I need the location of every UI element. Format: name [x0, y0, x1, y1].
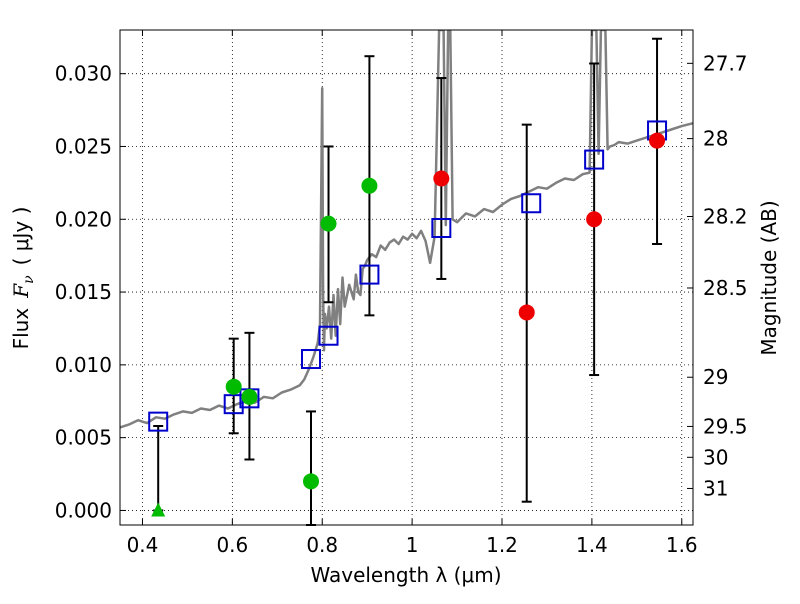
x-tick-label: 0.4	[127, 533, 159, 557]
observed-flux-point	[320, 215, 337, 232]
observed-flux-point	[518, 304, 535, 321]
x-tick-label: 0.8	[306, 533, 338, 557]
y-tick-label: 0.020	[55, 207, 112, 231]
magnitude-tick-label: 28	[703, 127, 728, 151]
observed-flux-point	[361, 177, 378, 194]
x-tick-label: 0.6	[216, 533, 248, 557]
model-spectrum	[120, 30, 693, 429]
magnitude-tick-label: 31	[703, 476, 728, 500]
right-axis-label: Magnitude (AB)	[757, 200, 781, 355]
observed-flux-point	[586, 211, 603, 228]
left-axis-label-prefix: Flux	[9, 308, 33, 350]
model-spectrum-line	[120, 30, 693, 429]
model-photometry-square	[431, 218, 452, 238]
magnitude-tick-label: 29.5	[703, 414, 748, 438]
model-photometry-square	[521, 193, 542, 214]
magnitude-tick-label: 30	[703, 445, 728, 469]
left-axis-label-subscript: ν	[21, 275, 37, 284]
observed-flux-point	[225, 378, 242, 395]
x-tick-label: 1.6	[666, 533, 698, 557]
observed-flux-point	[241, 388, 258, 405]
magnitude-tick-label: 28.5	[703, 276, 748, 300]
model-photometry-square	[359, 264, 380, 285]
y-tick-label: 0.025	[55, 134, 112, 158]
observed-flux-point	[649, 132, 666, 149]
model-photometry-square	[223, 394, 244, 415]
model-photometry-square	[301, 349, 321, 370]
axis-ticks: 0.4 0.6 0.8 1 1.2 1.4 1.6 0.000 0.005 0.010 0.015 0…	[55, 30, 748, 557]
left-axis-label-symbol: F	[9, 283, 33, 299]
data-markers	[148, 120, 668, 517]
observed-flux-point	[303, 473, 319, 490]
gridlines	[120, 30, 693, 525]
x-axis-label: Wavelength λ (μm)	[310, 563, 501, 587]
x-tick-label: 1.4	[576, 533, 608, 557]
magnitude-tick-label: 27.7	[703, 51, 748, 75]
y-tick-label: 0.030	[55, 62, 112, 86]
error-bars	[153, 37, 663, 526]
left-axis-label-unit: ( μJy )	[9, 207, 33, 266]
model-photometry-square	[584, 149, 605, 170]
model-photometry-square	[318, 325, 339, 346]
x-tick-label: 1	[406, 533, 419, 557]
plot-frame	[119, 29, 694, 526]
x-tick-label: 1.2	[486, 533, 518, 557]
y-tick-label: 0.010	[55, 353, 112, 377]
upper-limit-triangle	[151, 502, 166, 517]
y-tick-label: 0.015	[55, 280, 112, 304]
y-tick-label: 0.000	[55, 498, 112, 522]
y-tick-label: 0.005	[55, 426, 112, 450]
magnitude-tick-label: 28.2	[703, 204, 748, 228]
left-axis-label: Flux Fν ( μJy )	[9, 207, 37, 350]
model-photometry-square	[148, 411, 169, 432]
magnitude-tick-label: 29	[703, 365, 728, 389]
observed-flux-point	[433, 170, 450, 187]
